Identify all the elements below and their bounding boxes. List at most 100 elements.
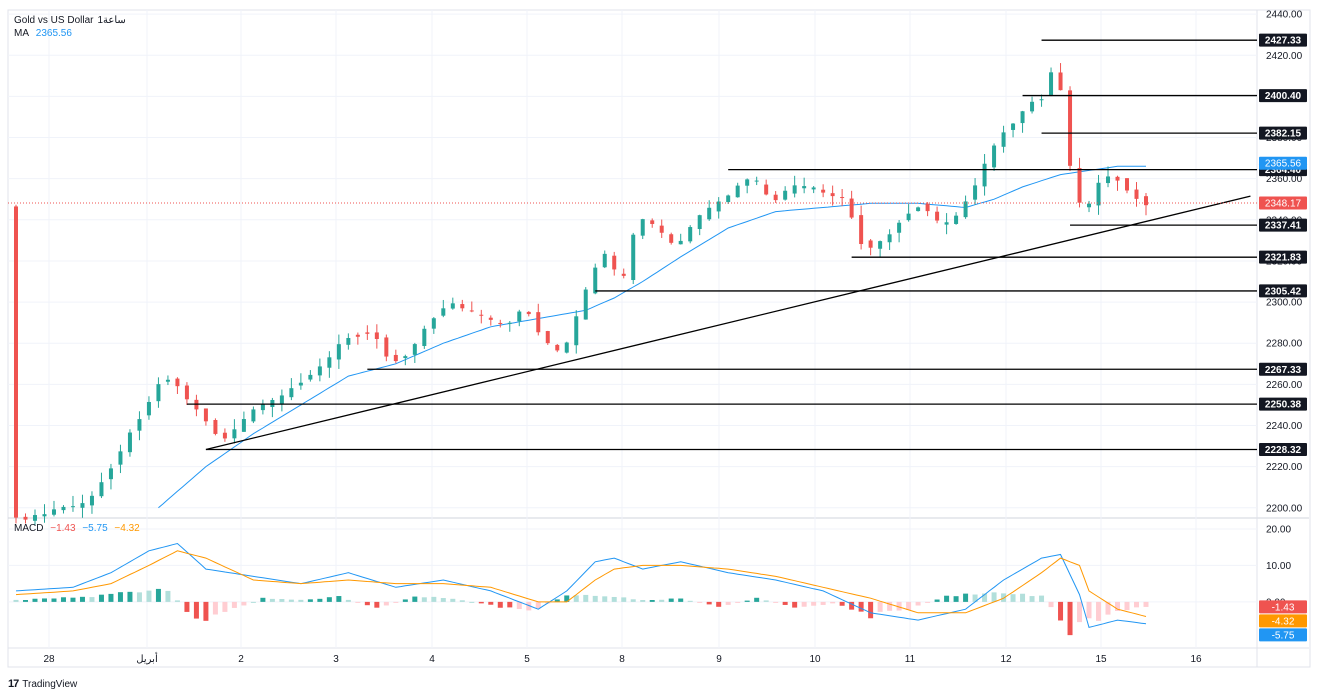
candle-down: [859, 215, 864, 245]
candle-up: [1049, 72, 1054, 96]
macd-histogram-bar: [649, 600, 655, 602]
candle-up: [61, 506, 66, 511]
candle-down: [184, 385, 189, 400]
candle-down: [659, 225, 664, 233]
macd-histogram-bar: [507, 601, 513, 608]
candle-up: [1087, 203, 1092, 208]
macd-value-tag: [1259, 628, 1307, 642]
time-tick-label: أبريل: [136, 652, 158, 665]
footer: 17 TradingView: [8, 678, 77, 690]
macd-histogram-bar: [1077, 601, 1083, 623]
macd-histogram-bar: [402, 599, 408, 602]
macd-histogram-bar: [1143, 601, 1149, 607]
macd-histogram-bar: [469, 601, 475, 603]
macd-histogram-bar: [573, 595, 579, 602]
macd-histogram-bar: [839, 601, 845, 606]
macd-signal-line: [15, 550, 1147, 617]
macd-histogram-bar: [773, 601, 779, 603]
macd-histogram-bar: [820, 601, 826, 605]
macd-histogram-bar: [288, 599, 294, 602]
candle-up: [735, 185, 740, 198]
candle-up: [289, 388, 294, 398]
tradingview-logo-icon: 17: [8, 678, 19, 690]
macd-histogram-bar: [231, 601, 237, 608]
macd-histogram-bar: [260, 597, 266, 602]
ascending-trendline: [205, 195, 1251, 451]
candle-up: [1096, 182, 1101, 206]
macd-histogram-bar: [41, 598, 47, 602]
macd-histogram-bar: [127, 591, 133, 602]
candle-up: [716, 201, 721, 212]
candle-up: [165, 379, 170, 382]
macd-histogram-bar: [887, 601, 893, 611]
macd-histogram-bar: [858, 601, 864, 612]
candle-up: [1039, 99, 1044, 101]
macd-histogram-bar: [877, 601, 883, 612]
macd-histogram-bar: [193, 601, 199, 619]
macd-tick-label: 10.00: [1266, 561, 1291, 572]
macd-histogram-bar: [1124, 601, 1130, 611]
candle-up: [631, 234, 636, 281]
price-tick-label: 2280.00: [1266, 339, 1303, 350]
time-tick-label: 16: [1190, 654, 1202, 665]
macd-histogram-bar: [22, 600, 28, 602]
macd-legend: MACD −1.43 −5.75 −4.32: [14, 523, 144, 535]
candle-up: [992, 145, 997, 168]
macd-histogram-bar: [535, 601, 541, 609]
macd-histogram-bar: [963, 593, 969, 602]
macd-histogram-bar: [450, 598, 456, 602]
candle-up: [308, 374, 313, 380]
macd-label: MACD: [14, 523, 44, 534]
macd-histogram-bar: [868, 601, 874, 619]
macd-histogram-bar: [1029, 596, 1035, 602]
candle-down: [479, 314, 484, 316]
macd-histogram-bar: [1058, 601, 1064, 621]
candle-down: [1115, 176, 1120, 181]
candle-up: [507, 322, 512, 324]
level-price-label: 2305.42: [1265, 286, 1302, 297]
candle-down: [1077, 168, 1082, 203]
macd-histogram-bar: [317, 598, 323, 602]
level-price-tag: [1259, 126, 1307, 140]
macd-value-tag: [1259, 614, 1307, 628]
macd-histogram-bar: [336, 596, 342, 602]
macd-histogram-bar: [326, 597, 332, 602]
candle-up: [887, 234, 892, 243]
time-tick-label: 9: [716, 654, 722, 665]
candle-up: [1106, 176, 1111, 184]
candle-up: [99, 482, 104, 497]
macd-histogram-bar: [70, 597, 76, 602]
macd-histogram-bar: [497, 601, 503, 608]
macd-histogram-bar: [792, 601, 798, 608]
candle-down: [526, 311, 531, 315]
macd-histogram-bar: [165, 590, 171, 602]
footer-brand[interactable]: TradingView: [22, 678, 78, 690]
ma-price-label: 2365.56: [1265, 159, 1302, 170]
macd-histogram-bar: [526, 601, 532, 611]
candle-up: [640, 219, 645, 236]
candle-up: [317, 366, 322, 376]
level-price-tag: [1259, 284, 1307, 298]
candle-up: [137, 419, 142, 431]
candle-up: [688, 227, 693, 242]
ma-label: MA: [14, 28, 29, 39]
candle-up: [811, 187, 816, 190]
macd-value-tag: [1259, 600, 1307, 614]
macd-histogram-bar: [307, 599, 313, 602]
candle-up: [783, 190, 788, 200]
candle-up: [1020, 111, 1025, 124]
time-tick-label: 11: [905, 654, 916, 665]
candle-up: [916, 207, 921, 212]
macd-histogram-bar: [1010, 594, 1016, 602]
macd-histogram-bar: [896, 601, 902, 611]
macd-histogram-bar: [1048, 601, 1054, 608]
candle-down: [868, 240, 873, 248]
macd-histogram-bar: [516, 601, 522, 610]
candle-up: [574, 316, 579, 346]
candle-down: [14, 206, 18, 518]
candle-up: [336, 344, 341, 360]
candle-up: [241, 419, 246, 432]
level-price-label: 2382.15: [1265, 129, 1302, 140]
price-tick-label: 2440.00: [1266, 10, 1303, 21]
